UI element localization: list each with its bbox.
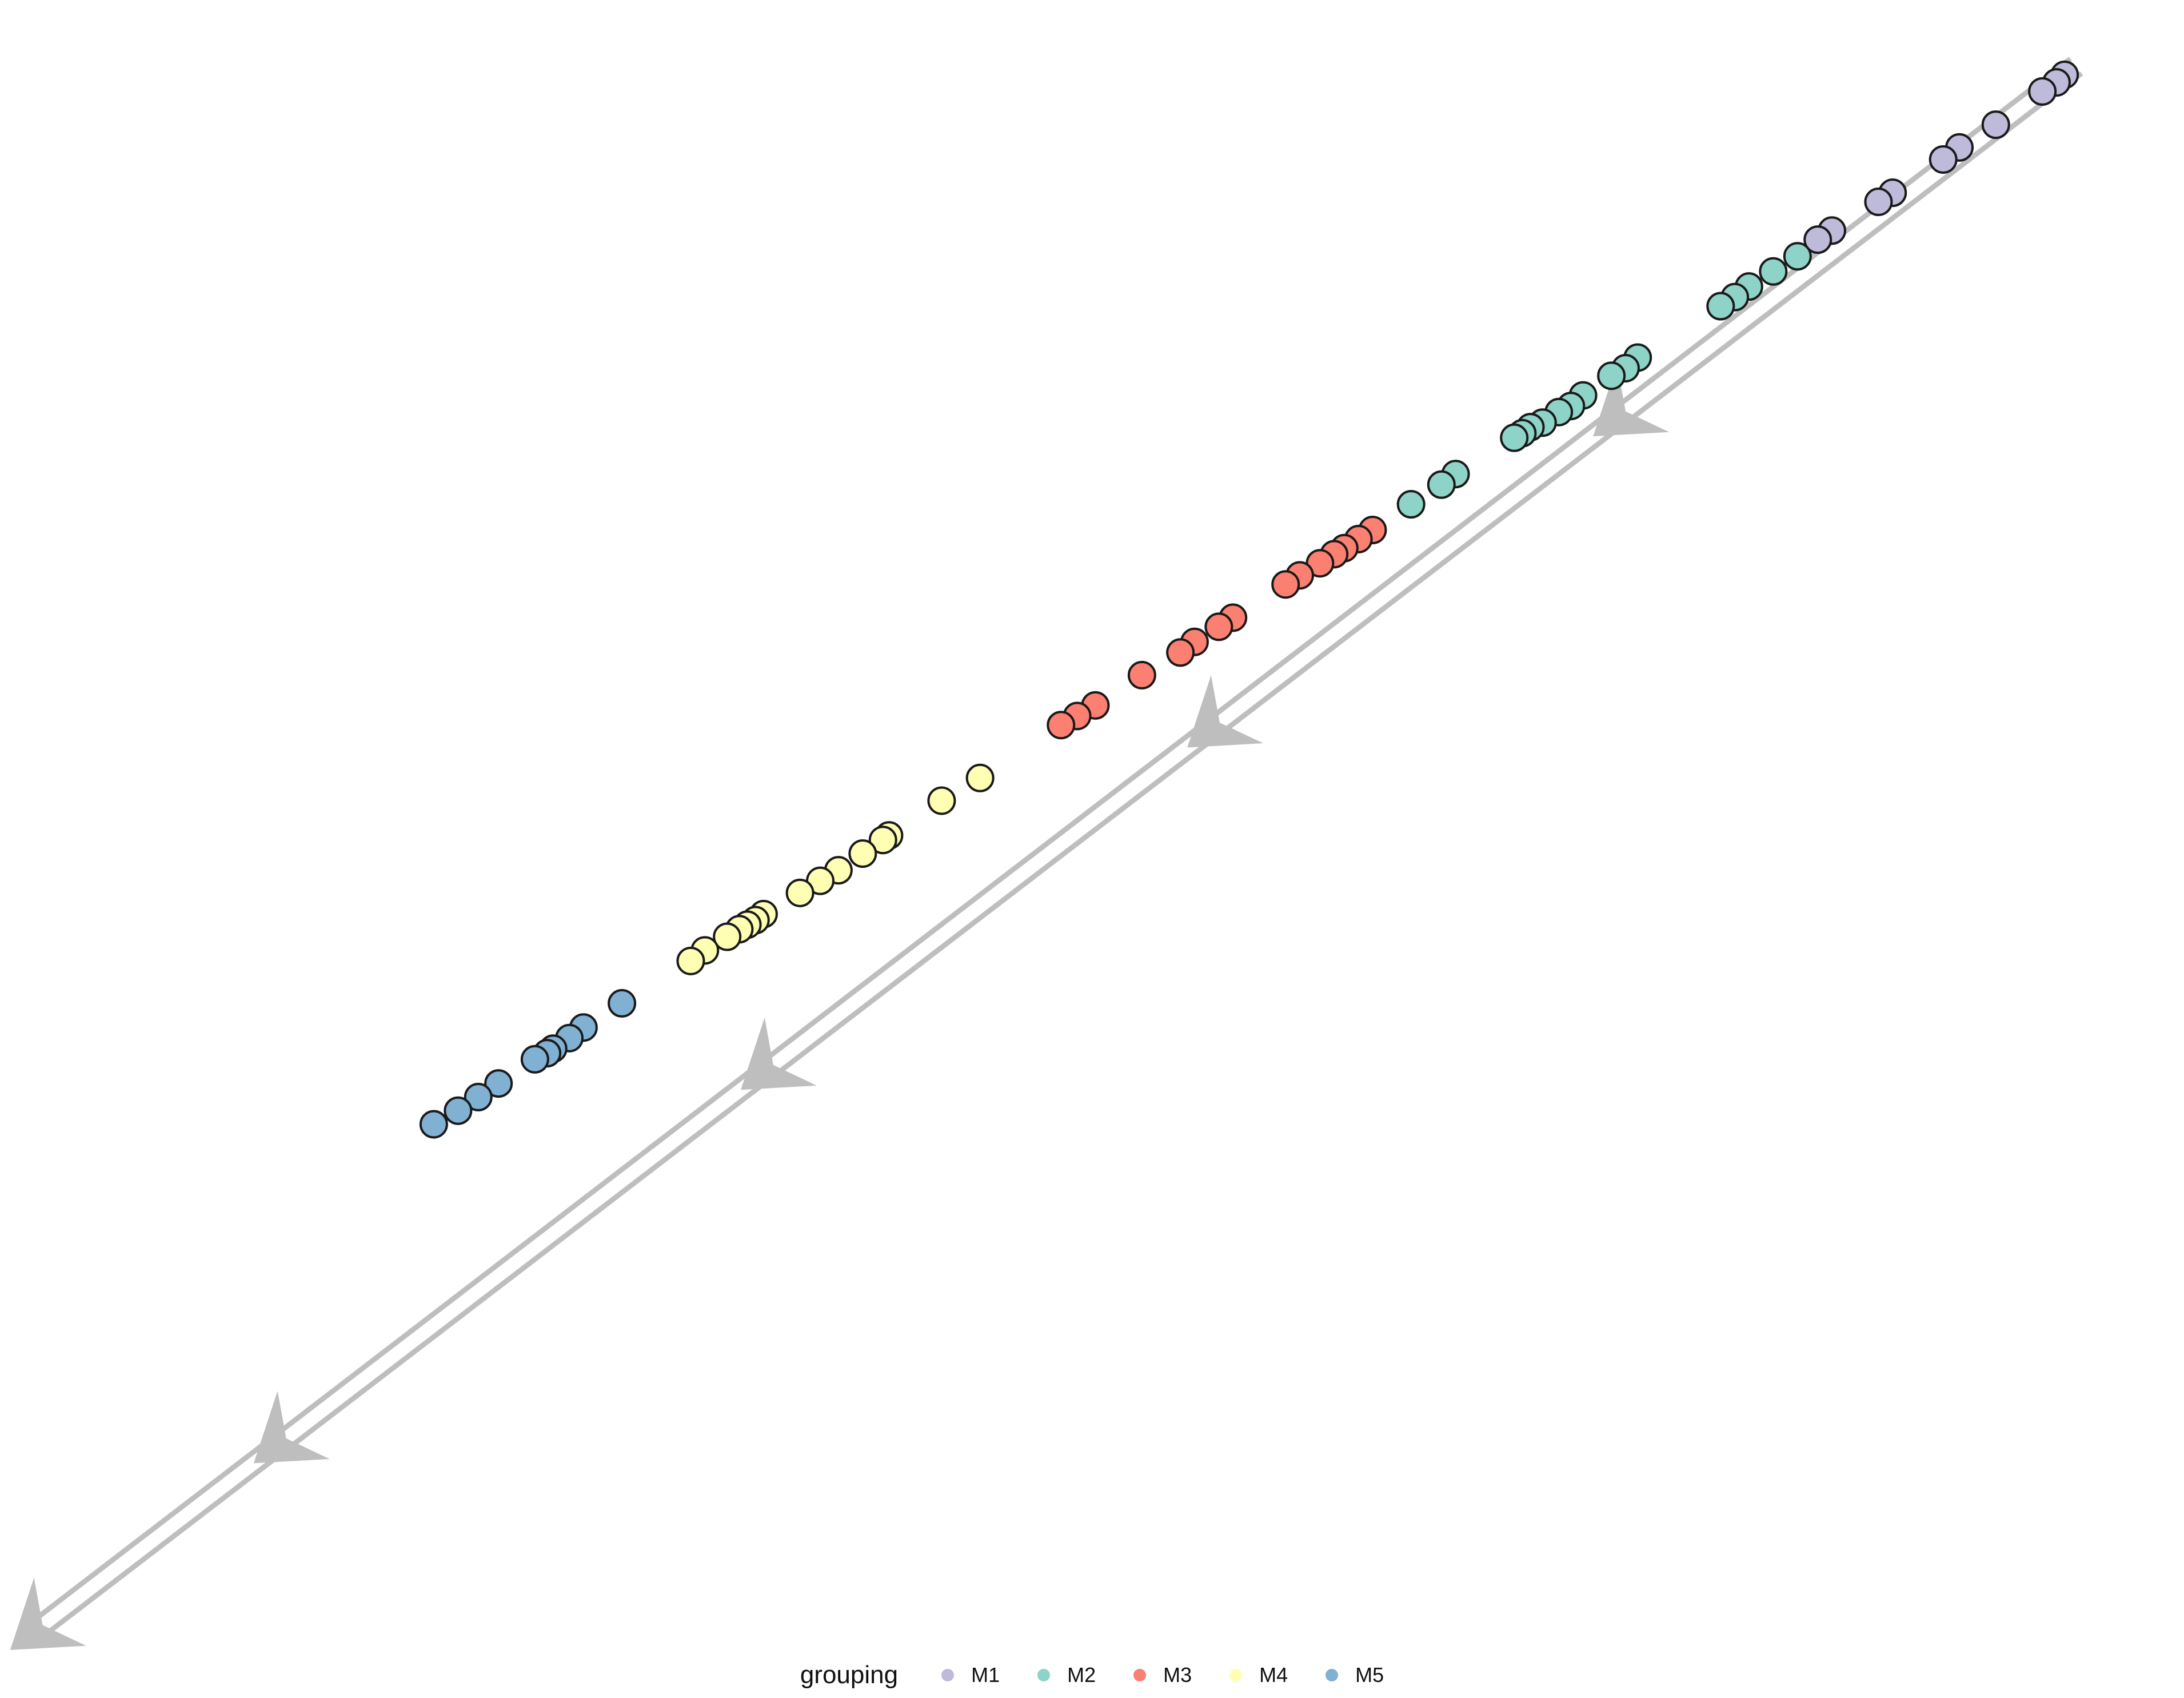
legend-label-m3: M3 <box>1163 1663 1192 1687</box>
point-m5-1 <box>608 988 637 1018</box>
legend-label-m2: M2 <box>1067 1663 1096 1687</box>
point-m4-13 <box>713 922 742 951</box>
trajectory-arrow-2 <box>1187 675 1264 748</box>
point-m2-15 <box>1500 423 1529 452</box>
point-m4-2 <box>927 786 956 815</box>
point-m3-9 <box>1204 612 1233 641</box>
point-m2-1 <box>1783 242 1812 271</box>
point-m2-5 <box>1706 292 1735 321</box>
legend-label-m5: M5 <box>1355 1663 1384 1687</box>
legend-key-m4 <box>1229 1669 1243 1681</box>
point-m5-10 <box>419 1110 448 1139</box>
legend: grouping M1 M2 M3 M4 M5 <box>0 1652 2184 1698</box>
point-m1-8 <box>1864 188 1893 217</box>
point-m3-12 <box>1127 660 1156 689</box>
point-m4-4 <box>868 826 897 855</box>
point-m4-5 <box>848 839 877 868</box>
point-m4-1 <box>965 763 995 792</box>
trajectory-arrow-4 <box>253 1390 330 1464</box>
point-m2-2 <box>1759 257 1788 286</box>
point-m2-17 <box>1427 470 1456 499</box>
legend-key-m3 <box>1133 1669 1147 1681</box>
point-m2-8 <box>1597 361 1626 390</box>
trajectory-arrow-5 <box>10 1577 86 1651</box>
trajectory-path <box>28 57 2083 1640</box>
cell-points <box>419 60 2079 1139</box>
legend-item-m4: M4 <box>1229 1663 1288 1687</box>
point-m1-3 <box>2028 77 2057 106</box>
point-m3-15 <box>1047 711 1076 740</box>
point-m5-8 <box>464 1082 493 1111</box>
legend-key-m2 <box>1037 1669 1051 1681</box>
trajectory-arrow-3 <box>741 1017 817 1090</box>
legend-title: grouping <box>800 1661 899 1689</box>
trajectory-rail-1 <box>39 71 2083 1640</box>
point-m5-7 <box>484 1069 513 1098</box>
legend-item-m3: M3 <box>1133 1663 1192 1687</box>
legend-item-m5: M5 <box>1325 1663 1384 1687</box>
legend-label-m1: M1 <box>971 1663 1000 1687</box>
legend-label-m4: M4 <box>1259 1663 1288 1687</box>
point-m4-8 <box>785 878 814 907</box>
point-m1-4 <box>1981 110 2010 139</box>
point-m5-9 <box>444 1096 473 1125</box>
legend-key-m1 <box>941 1669 955 1681</box>
legend-item-m1: M1 <box>941 1663 1000 1687</box>
point-m1-6 <box>1929 145 1958 174</box>
point-m5-6 <box>520 1045 549 1074</box>
legend-item-m2: M2 <box>1037 1663 1096 1687</box>
point-m3-7 <box>1271 570 1300 599</box>
trajectory-rail-2 <box>28 57 2072 1626</box>
point-m4-15 <box>676 946 705 975</box>
point-m3-11 <box>1166 638 1195 667</box>
point-m1-10 <box>1803 225 1832 254</box>
legend-key-m5 <box>1325 1669 1339 1681</box>
point-m2-18 <box>1396 490 1426 519</box>
